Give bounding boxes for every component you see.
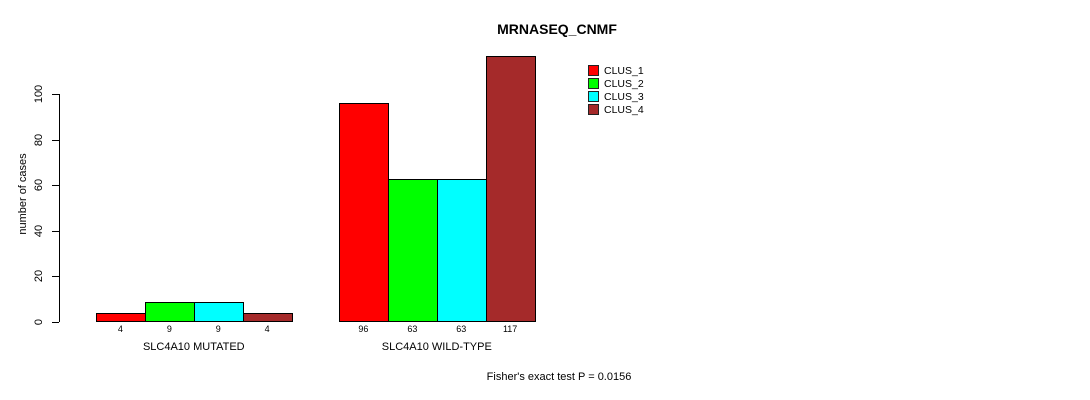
legend-swatch-clus_3	[588, 91, 599, 102]
legend-label: CLUS_3	[604, 90, 644, 103]
y-axis-tick	[52, 185, 59, 187]
y-axis-tick	[52, 230, 59, 232]
y-axis-tick-label: 20	[33, 270, 45, 283]
y-axis-tick	[52, 94, 59, 96]
y-axis-label: number of cases	[17, 153, 29, 235]
y-axis-tick-label: 60	[33, 179, 45, 192]
bar-clus_1-group2	[339, 103, 389, 322]
y-axis-tick-label: 0	[33, 318, 45, 326]
y-axis-tick-label: 100	[33, 85, 45, 104]
group-label-1: SLC4A10 MUTATED	[142, 341, 245, 353]
y-axis-line	[59, 94, 60, 322]
legend-row-clus_4: CLUS_4	[588, 103, 644, 116]
bar-clus_3-group2	[436, 178, 487, 322]
legend-swatch-clus_2	[588, 78, 599, 89]
y-axis-tick-label: 80	[33, 133, 45, 146]
bar-value-label: 63	[407, 324, 418, 334]
y-axis-tick	[52, 322, 59, 323]
legend-row-clus_2: CLUS_2	[588, 77, 644, 90]
bar-value-label: 63	[456, 324, 467, 334]
legend-swatch-clus_4	[588, 104, 599, 115]
legend-swatch-clus_1	[588, 65, 599, 76]
legend-row-clus_1: CLUS_1	[588, 64, 644, 77]
bar-value-label: 117	[502, 324, 518, 334]
bar-clus_3-group1	[193, 301, 244, 322]
bar-clus_1-group1	[96, 312, 146, 322]
bar-value-label: 4	[117, 324, 123, 334]
y-axis-tick	[52, 276, 59, 278]
legend-row-clus_3: CLUS_3	[588, 90, 644, 103]
chart-title: MRNASEQ_CNMF	[497, 21, 617, 37]
legend: CLUS_1 CLUS_2 CLUS_3 CLUS_4	[588, 64, 644, 116]
bar-clus_2-group1	[144, 301, 195, 322]
annotation-text: Fisher's exact test P = 0.0156	[486, 371, 632, 383]
y-axis-tick-label: 40	[33, 224, 45, 238]
legend-label: CLUS_1	[604, 64, 644, 77]
legend-label: CLUS_4	[604, 103, 644, 116]
bar-clus_2-group2	[387, 178, 438, 322]
bar-value-label: 9	[215, 324, 221, 334]
bar-clus_4-group2	[485, 55, 536, 322]
y-axis-tick	[52, 139, 59, 141]
legend-label: CLUS_2	[604, 77, 644, 90]
bar-value-label: 96	[358, 324, 369, 334]
bar-clus_4-group1	[242, 312, 293, 322]
group-label-2: SLC4A10 WILD-TYPE	[381, 341, 492, 353]
bar-value-label: 9	[166, 324, 172, 334]
bar-value-label: 4	[264, 324, 270, 334]
